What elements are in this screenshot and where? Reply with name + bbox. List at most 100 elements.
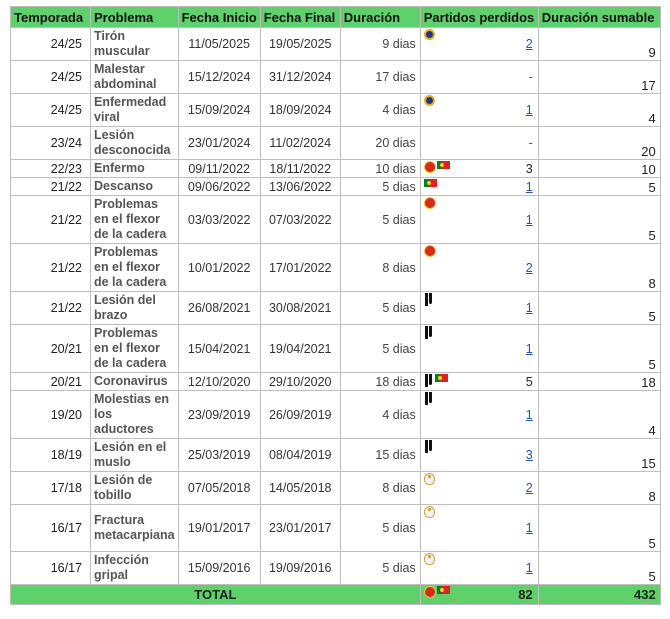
matches-lost-link[interactable]: 2 <box>525 37 533 51</box>
duration-cell: 8 dias <box>339 471 421 505</box>
club-icons <box>423 473 435 485</box>
club-icons <box>423 197 436 209</box>
matches-lost-value: - <box>528 70 533 84</box>
problem-cell: Tirón muscular <box>90 27 179 61</box>
start-date-cell: 09/06/2022 <box>177 177 261 196</box>
duration-cell: 10 dias <box>339 159 421 178</box>
matches-lost-cell: 1 <box>419 504 539 552</box>
summable-duration-cell: 15 <box>537 438 661 472</box>
header-end-date: Fecha Final <box>259 6 341 28</box>
summable-duration-cell: 8 <box>537 471 661 505</box>
problem-cell: Coronavirus <box>90 372 179 391</box>
table-row: 18/19 Lesión en el muslo 25/03/2019 08/04/2… <box>10 438 661 472</box>
club-icons <box>424 440 434 454</box>
manchester-united-crest-icon <box>423 161 436 173</box>
real-madrid-crest-icon <box>423 473 435 485</box>
start-date-cell: 11/05/2025 <box>177 27 261 61</box>
summable-duration-cell: 5 <box>537 195 661 244</box>
portugal-flag-icon <box>434 374 448 382</box>
matches-lost-link[interactable]: 1 <box>525 103 533 117</box>
duration-cell: 5 dias <box>339 291 421 325</box>
end-date-cell: 19/05/2025 <box>259 27 341 61</box>
summable-duration-cell: 5 <box>537 504 661 552</box>
duration-cell: 5 dias <box>339 504 421 552</box>
matches-lost-cell: 3 <box>419 438 539 472</box>
summable-duration-cell: 5 <box>537 291 661 325</box>
season-cell: 20/21 <box>10 372 91 391</box>
summable-duration-cell: 5 <box>537 324 661 373</box>
table-row: 24/25 Tirón muscular 11/05/2025 19/05/2025 9… <box>10 27 661 61</box>
matches-lost-link[interactable]: 1 <box>525 212 533 227</box>
matches-lost-link[interactable]: 2 <box>525 260 533 275</box>
manchester-united-crest-icon <box>423 245 436 257</box>
matches-lost-value: 5 <box>525 374 533 389</box>
problem-cell: Enfermo <box>90 159 179 178</box>
season-cell: 16/17 <box>10 551 91 585</box>
club-icons <box>423 245 436 257</box>
summable-duration-cell: 10 <box>537 159 661 178</box>
header-season: Temporada <box>10 6 91 28</box>
table-row: 17/18 Lesión de tobillo 07/05/2018 14/05/20… <box>10 471 661 505</box>
al-nassr-crest-icon <box>423 29 435 40</box>
club-icons <box>423 506 435 518</box>
duration-cell: 4 dias <box>339 390 421 439</box>
table-row: 24/25 Malestar abdominal 15/12/2024 31/12/2… <box>10 60 661 94</box>
table-row: 21/22 Problemas en el flexor de la cadera… <box>10 195 661 244</box>
season-cell: 21/22 <box>10 243 91 292</box>
start-date-cell: 23/09/2019 <box>177 390 261 439</box>
total-matches-lost-value: 82 <box>518 587 533 602</box>
matches-lost-link[interactable]: 2 <box>525 481 533 495</box>
duration-cell: 18 dias <box>339 372 421 391</box>
season-cell: 22/23 <box>10 159 91 178</box>
matches-lost-link[interactable]: 1 <box>525 341 533 356</box>
problem-cell: Lesión del brazo <box>90 291 179 325</box>
duration-cell: 5 dias <box>339 324 421 373</box>
club-icons <box>423 161 450 173</box>
matches-lost-link[interactable]: 1 <box>525 521 533 535</box>
problem-cell: Molestias en los aductores <box>90 390 179 439</box>
start-date-cell: 25/03/2019 <box>177 438 261 472</box>
club-icons <box>423 29 435 40</box>
end-date-cell: 14/05/2018 <box>259 471 341 505</box>
matches-lost-link[interactable]: 1 <box>525 179 533 194</box>
header-problem: Problema <box>90 6 179 28</box>
matches-lost-cell: 3 <box>419 159 539 178</box>
header-summable-duration: Duración sumable <box>537 6 661 28</box>
season-cell: 23/24 <box>10 126 91 160</box>
end-date-cell: 18/09/2024 <box>259 93 341 127</box>
start-date-cell: 15/12/2024 <box>177 60 261 94</box>
total-row: TOTAL 82 432 <box>10 584 661 605</box>
manchester-united-crest-icon <box>423 586 436 598</box>
al-nassr-crest-icon <box>423 95 435 106</box>
matches-lost-link[interactable]: 1 <box>525 407 533 422</box>
club-icons <box>423 95 435 106</box>
end-date-cell: 23/01/2017 <box>259 504 341 552</box>
start-date-cell: 15/04/2021 <box>177 324 261 373</box>
juventus-crest-icon <box>424 392 434 406</box>
matches-lost-value: 3 <box>525 161 533 176</box>
summable-duration-cell: 4 <box>537 390 661 439</box>
end-date-cell: 13/06/2022 <box>259 177 341 196</box>
matches-lost-cell: 1 <box>419 324 539 373</box>
matches-lost-cell: 1 <box>419 291 539 325</box>
table-row: 20/21 Problemas en el flexor de la cadera… <box>10 324 661 373</box>
start-date-cell: 09/11/2022 <box>177 159 261 178</box>
matches-lost-link[interactable]: 1 <box>525 301 533 315</box>
problem-cell: Fractura metacarpiana <box>90 504 179 552</box>
end-date-cell: 31/12/2024 <box>259 60 341 94</box>
table-row: 16/17 Infección gripal 15/09/2016 19/09/201… <box>10 551 661 585</box>
start-date-cell: 10/01/2022 <box>177 243 261 292</box>
club-icons <box>424 326 434 340</box>
problem-cell: Problemas en el flexor de la cadera <box>90 195 179 244</box>
duration-cell: 20 dias <box>339 126 421 160</box>
matches-lost-link[interactable]: 1 <box>525 561 533 575</box>
problem-cell: Lesión desconocida <box>90 126 179 160</box>
injury-table-container: Temporada Problema Fecha Inicio Fecha Fi… <box>10 6 661 605</box>
matches-lost-cell: 1 <box>419 195 539 244</box>
matches-lost-link[interactable]: 3 <box>525 448 533 462</box>
matches-lost-cell: - <box>419 126 539 160</box>
start-date-cell: 19/01/2017 <box>177 504 261 552</box>
duration-cell: 9 dias <box>339 27 421 61</box>
season-cell: 18/19 <box>10 438 91 472</box>
problem-cell: Problemas en el flexor de la cadera <box>90 324 179 373</box>
